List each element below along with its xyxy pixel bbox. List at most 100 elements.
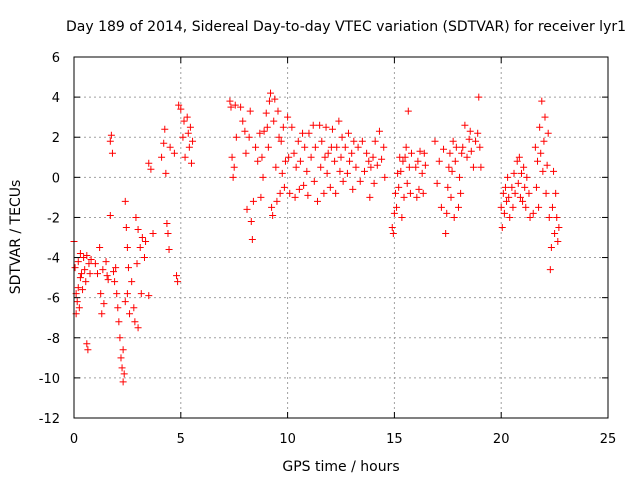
data-point <box>134 324 142 332</box>
data-point <box>119 378 127 386</box>
data-point <box>318 137 326 145</box>
data-point <box>288 123 296 131</box>
data-point <box>472 137 480 145</box>
data-point <box>142 238 150 246</box>
data-point <box>548 203 556 211</box>
data-point <box>179 133 187 141</box>
data-point <box>554 238 562 246</box>
data-point <box>358 137 366 145</box>
data-point <box>122 223 130 231</box>
data-point <box>314 197 322 205</box>
data-point <box>336 167 344 175</box>
data-point <box>316 121 324 129</box>
data-point <box>328 125 336 133</box>
data-point <box>173 272 181 280</box>
data-point <box>365 157 373 165</box>
data-point <box>76 250 84 258</box>
data-point <box>106 211 114 219</box>
x-tick-label: 15 <box>386 432 403 447</box>
data-point <box>390 209 398 217</box>
data-point <box>356 177 364 185</box>
data-point <box>381 173 389 181</box>
data-point <box>463 153 471 161</box>
data-point <box>247 217 255 225</box>
data-point <box>137 290 145 298</box>
data-point <box>121 197 129 205</box>
data-point <box>445 163 453 171</box>
data-point <box>279 123 287 131</box>
data-point <box>230 163 238 171</box>
data-point <box>145 159 153 167</box>
data-point <box>311 143 319 151</box>
data-point <box>284 113 292 121</box>
data-point <box>369 153 377 161</box>
data-point <box>457 189 465 197</box>
data-point <box>391 189 399 197</box>
data-point <box>262 109 270 117</box>
data-point <box>395 183 403 191</box>
data-point <box>149 229 157 237</box>
data-point <box>412 163 420 171</box>
data-point <box>405 163 413 171</box>
data-point <box>123 290 131 298</box>
data-point <box>519 197 527 205</box>
data-point <box>189 137 197 145</box>
data-point <box>418 169 426 177</box>
data-point <box>332 189 340 197</box>
data-point <box>82 278 90 286</box>
data-point <box>79 286 87 294</box>
data-point <box>344 129 352 137</box>
data-point <box>252 143 260 151</box>
data-point <box>264 143 272 151</box>
data-point <box>290 149 298 157</box>
data-point <box>477 163 485 171</box>
data-point <box>164 229 172 237</box>
data-point <box>273 197 281 205</box>
data-point <box>326 183 334 191</box>
data-point <box>134 225 142 233</box>
x-tick-label: 25 <box>600 432 617 447</box>
data-point <box>544 129 552 137</box>
data-point <box>506 213 514 221</box>
data-point <box>421 161 429 169</box>
data-point <box>500 209 508 217</box>
data-point <box>331 157 339 165</box>
data-point <box>389 229 397 237</box>
data-point <box>136 244 144 252</box>
data-point <box>501 183 509 191</box>
data-point <box>508 183 516 191</box>
x-axis-label: GPS time / hours <box>282 459 399 475</box>
data-point <box>304 191 312 199</box>
data-point <box>145 292 153 300</box>
data-point <box>226 97 234 105</box>
data-point <box>270 117 278 125</box>
data-point <box>281 157 289 165</box>
data-point <box>102 258 110 266</box>
data-point <box>183 113 191 121</box>
data-point <box>126 310 134 318</box>
data-point <box>140 254 148 262</box>
data-point <box>85 260 93 268</box>
y-tick-label: 2 <box>52 131 60 146</box>
data-point <box>446 149 454 157</box>
data-point <box>437 203 445 211</box>
data-point <box>241 127 249 135</box>
data-point <box>458 149 466 157</box>
data-point <box>162 169 170 177</box>
data-point <box>74 258 82 266</box>
data-point <box>415 185 423 193</box>
data-point <box>371 137 379 145</box>
data-point <box>301 143 309 151</box>
data-point <box>263 123 271 131</box>
data-point <box>305 129 313 137</box>
data-point <box>291 193 299 201</box>
data-point <box>514 179 522 187</box>
data-point <box>431 137 439 145</box>
data-point <box>229 173 237 181</box>
data-point <box>131 318 139 326</box>
data-point <box>114 304 122 312</box>
data-point <box>456 173 464 181</box>
data-point <box>459 143 467 151</box>
data-point <box>539 167 547 175</box>
data-point <box>338 133 346 141</box>
